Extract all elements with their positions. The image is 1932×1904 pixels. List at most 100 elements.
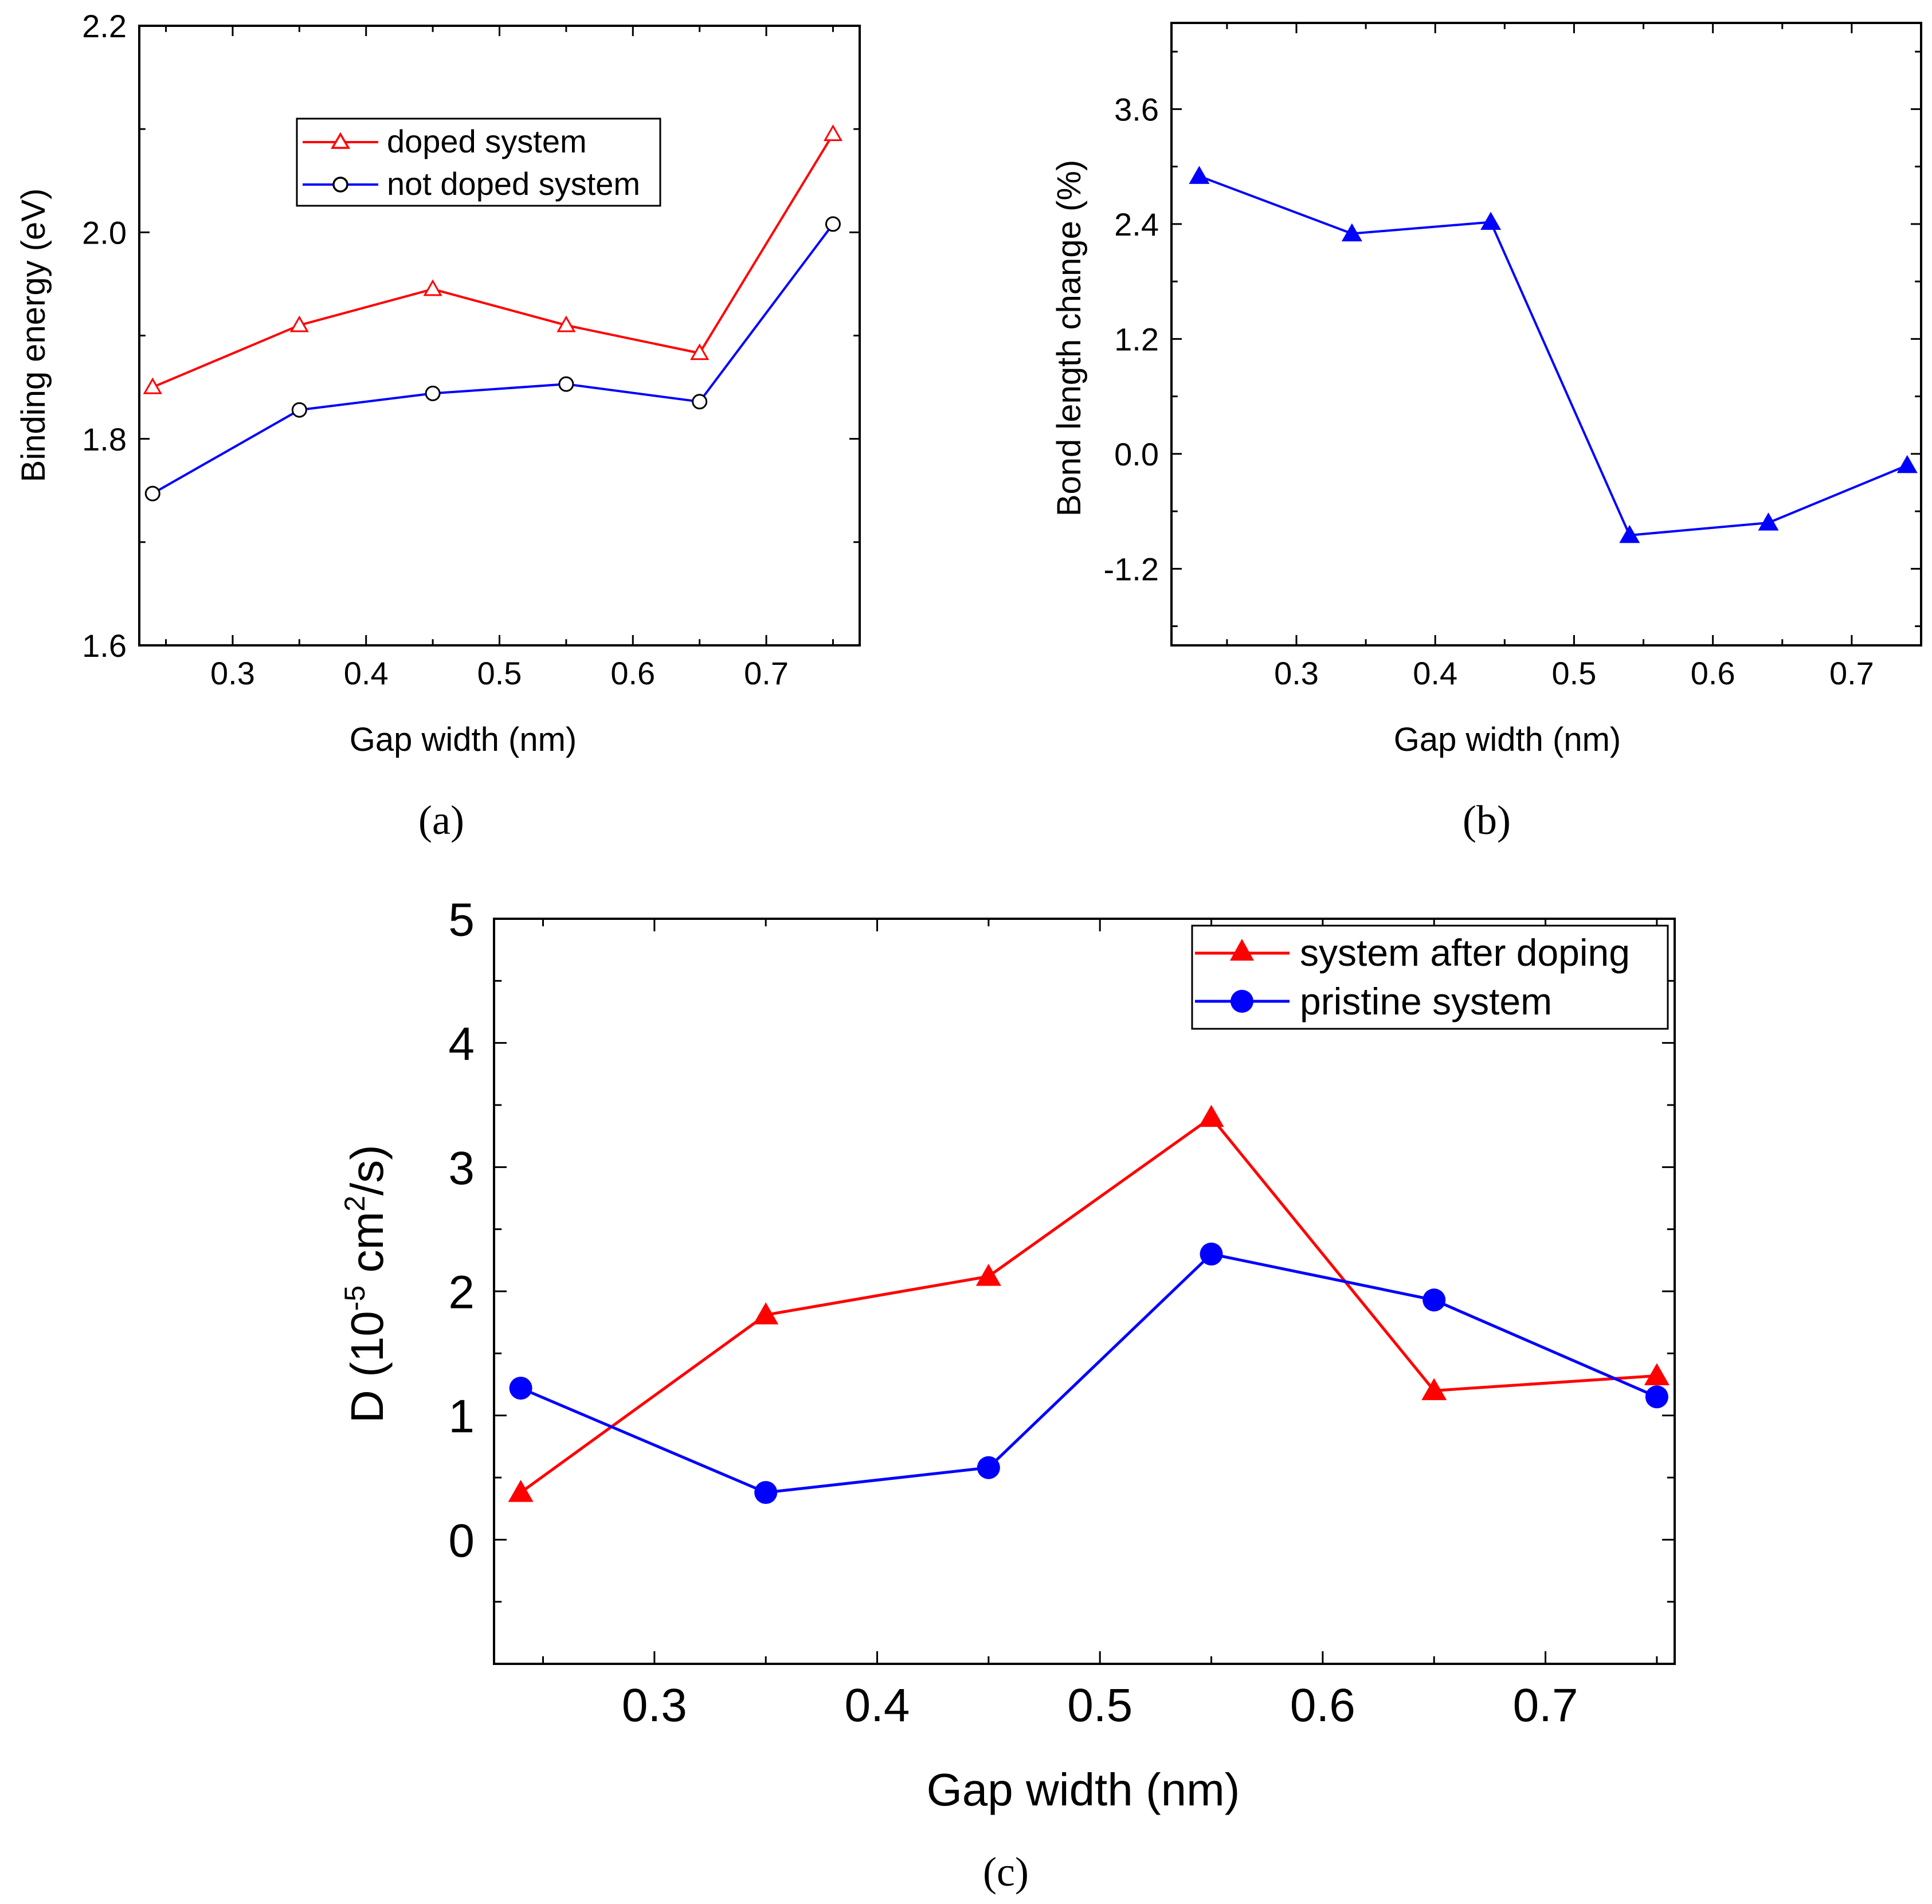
y-tick-label: 3	[448, 1142, 475, 1194]
panel-a-legend-box	[296, 117, 661, 207]
panel-c-y-axis-title-prefix: D (10	[342, 1311, 393, 1423]
panel-b-plot-frame	[1170, 22, 1922, 647]
panel-c-y-axis-title-suffix: /s)	[342, 1145, 393, 1196]
series-line-1	[152, 223, 834, 495]
data-point	[558, 376, 574, 392]
panel-b-caption: (b)	[1463, 797, 1511, 843]
x-tick-label: 0.3	[622, 1679, 687, 1731]
x-tick-label: 0.5	[1552, 655, 1597, 691]
y-tick-label: 1.6	[82, 628, 127, 664]
x-tick-label: 0.4	[344, 655, 389, 691]
panel-c-y-axis-title: D (10-5 cm2/s)	[339, 1145, 393, 1423]
data-point	[1758, 512, 1779, 531]
y-tick-label: 0	[448, 1515, 475, 1567]
panel-b-ticks: 0.3 0.4 0.5 0.6 0.7 -1.2 0.0 1.2 2.4 3.6	[1104, 23, 1922, 691]
data-point	[423, 279, 442, 296]
x-tick-label: 0.6	[1691, 655, 1735, 691]
x-tick-label: 0.4	[1413, 655, 1457, 691]
data-point	[1341, 223, 1362, 242]
data-point	[425, 385, 441, 401]
data-point	[1422, 1288, 1446, 1312]
series-line-0	[152, 134, 834, 389]
panel-c-diffusion-coefficient: 0.3 0.4 0.5 0.6 0.7 0 1 2 3 4 5 Gap width (nm) D (…	[339, 894, 1676, 1895]
data-point	[690, 343, 710, 361]
data-point	[143, 377, 162, 394]
data-point	[823, 124, 843, 142]
x-tick-label: 0.7	[1829, 655, 1874, 691]
panel-a-legend: doped system not doped system	[296, 117, 661, 207]
data-point	[1421, 1378, 1447, 1400]
panel-c-legend-box	[1191, 924, 1669, 1030]
panel-a-series	[143, 124, 843, 502]
y-tick-label: 1.8	[82, 421, 127, 457]
data-point	[1619, 524, 1640, 543]
x-tick-label: 0.3	[1274, 655, 1319, 691]
panel-a-binding-energy: 0.3 0.4 0.5 0.6 0.7 1.6 1.8 2.0 2.2 Gap width (n…	[15, 8, 861, 843]
panel-c-legend-marker-doping	[1230, 939, 1254, 961]
x-tick-label: 0.7	[1513, 1679, 1578, 1731]
panel-c-y-axis-title-sup2: 2	[339, 1196, 371, 1212]
y-tick-label: -1.2	[1104, 551, 1159, 587]
data-point	[1198, 1104, 1224, 1127]
panel-a-ticks: 0.3 0.4 0.5 0.6 0.7 1.6 1.8 2.0 2.2	[82, 8, 860, 691]
x-tick-label: 0.3	[210, 655, 255, 691]
data-point	[508, 1480, 534, 1502]
data-point	[692, 394, 708, 410]
panel-c-y-axis-title-mid: cm	[342, 1212, 393, 1286]
data-point	[977, 1456, 1000, 1479]
y-tick-label: 1	[448, 1390, 475, 1443]
data-point	[557, 315, 576, 332]
data-point	[1189, 166, 1210, 184]
panel-a-legend-label-not-doped: not doped system	[387, 166, 640, 202]
y-tick-label: 4	[448, 1018, 475, 1070]
x-tick-label: 0.5	[477, 655, 522, 691]
x-tick-label: 0.6	[1290, 1679, 1355, 1731]
data-point	[1896, 455, 1918, 473]
data-point	[1644, 1363, 1670, 1385]
data-point	[753, 1302, 779, 1325]
y-tick-label: 5	[448, 894, 475, 946]
data-point	[754, 1481, 778, 1504]
series-line-1	[520, 1252, 1657, 1494]
data-point	[509, 1377, 532, 1400]
panel-a-y-axis-title: Binding energy (eV)	[15, 189, 52, 483]
y-tick-label: 2.0	[82, 214, 127, 250]
panel-c-y-axis-title-sup1: -5	[339, 1286, 371, 1311]
panel-c-series	[508, 1104, 1670, 1504]
y-tick-label: 2.4	[1114, 206, 1159, 242]
data-point	[825, 216, 841, 232]
panel-b-y-axis-title: Bond length change (%)	[1051, 160, 1088, 516]
series-line-0	[520, 1116, 1657, 1494]
panel-b-x-axis-title: Gap width (nm)	[1394, 721, 1621, 758]
panel-c-caption: (c)	[983, 1849, 1029, 1895]
y-tick-label: 2.2	[82, 8, 127, 44]
panel-c-ticks: 0.3 0.4 0.5 0.6 0.7 0 1 2 3 4 5	[448, 894, 1675, 1731]
panel-a-x-axis-title: Gap width (nm)	[350, 721, 577, 758]
y-tick-label: 2	[448, 1267, 475, 1319]
data-point	[975, 1264, 1001, 1286]
panel-c-legend-marker-pristine	[1230, 990, 1253, 1013]
panel-b-series	[1189, 166, 1918, 543]
panel-a-caption: (a)	[418, 797, 464, 843]
x-tick-label: 0.4	[845, 1679, 910, 1731]
data-point	[144, 485, 160, 502]
y-tick-label: 3.6	[1114, 92, 1159, 128]
data-point	[1480, 211, 1502, 230]
x-tick-label: 0.5	[1067, 1679, 1132, 1731]
data-point	[1645, 1385, 1668, 1409]
panel-c-x-axis-title: Gap width (nm)	[927, 1764, 1240, 1815]
y-tick-label: 0.0	[1114, 436, 1159, 472]
data-point	[289, 315, 309, 332]
panel-a-legend-marker-doped	[330, 132, 351, 149]
series-line-0	[1198, 175, 1908, 536]
panel-c-legend-label-pristine: pristine system	[1300, 980, 1552, 1022]
y-tick-label: 1.2	[1114, 322, 1159, 358]
panel-a-legend-marker-not-doped	[332, 177, 348, 193]
panel-c-legend-label-doping: system after doping	[1300, 931, 1630, 974]
panel-b-bond-length-change: 0.3 0.4 0.5 0.6 0.7 -1.2 0.0 1.2 2.4 3.6 Gap widt…	[1051, 22, 1922, 843]
data-point	[291, 402, 307, 418]
x-tick-label: 0.7	[744, 655, 789, 691]
panel-c-legend: system after doping pristine system	[1191, 924, 1669, 1030]
panel-a-legend-label-doped: doped system	[387, 123, 587, 159]
